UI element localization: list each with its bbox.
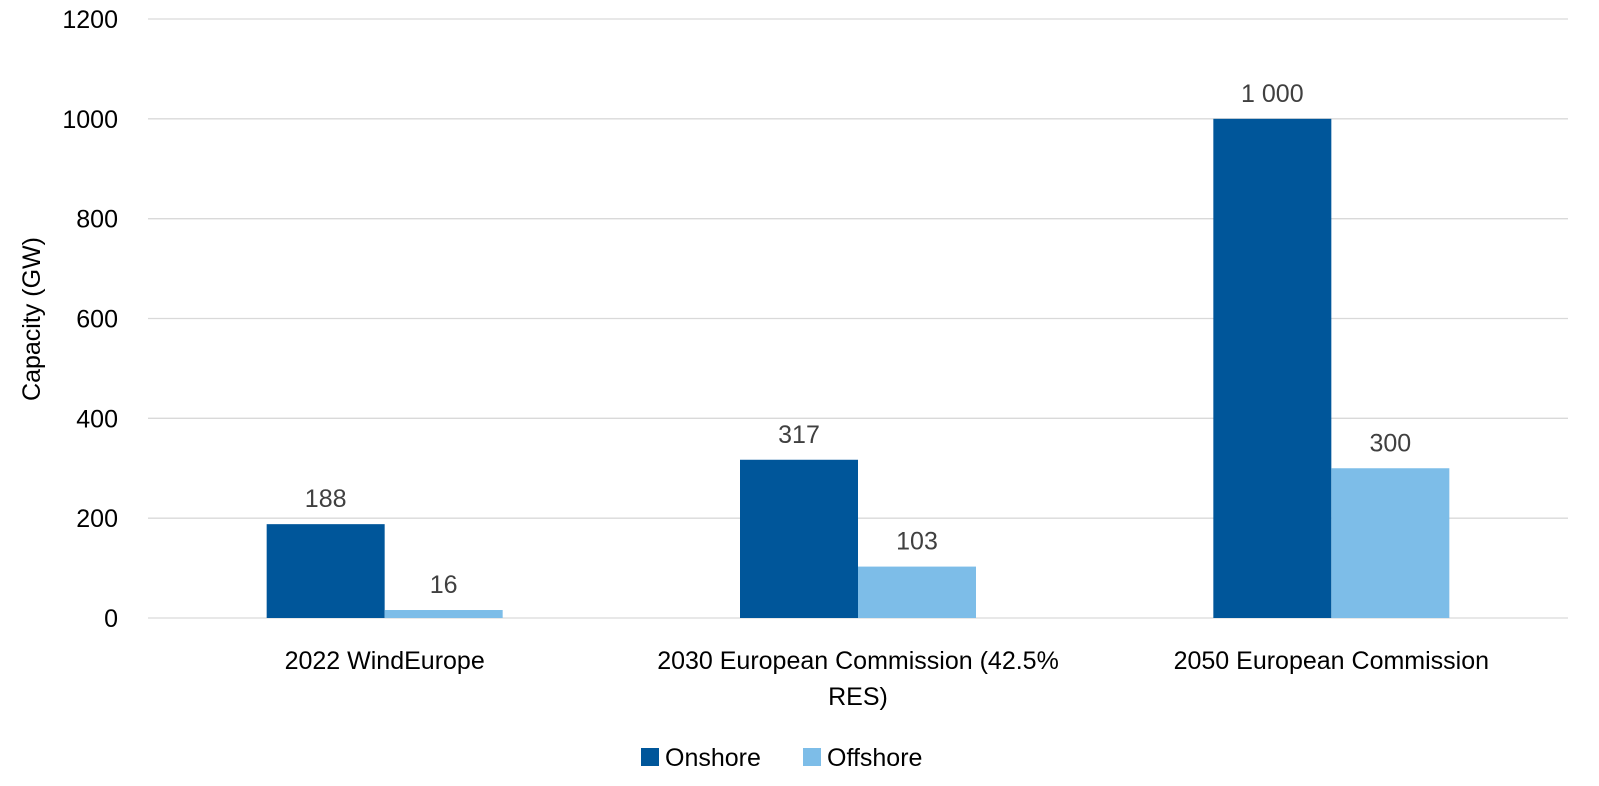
bar-offshore [1331, 468, 1450, 618]
legend-swatch-onshore [641, 748, 659, 766]
bar-onshore [740, 459, 858, 618]
y-tick-label: 0 [104, 605, 118, 633]
category-label: 2022 WindEurope [285, 647, 485, 675]
y-tick-label: 200 [76, 505, 118, 533]
data-label: 317 [778, 421, 820, 449]
bar-offshore [858, 566, 976, 618]
data-label: 1 000 [1241, 80, 1304, 108]
legend-label: Offshore [827, 744, 922, 772]
bar-onshore [1213, 118, 1332, 618]
data-label: 103 [896, 528, 938, 556]
y-tick-label: 400 [76, 405, 118, 433]
y-tick-label: 600 [76, 306, 118, 334]
legend: Onshore Offshore [641, 744, 922, 772]
y-tick-label: 1200 [62, 6, 118, 34]
data-label: 16 [430, 571, 458, 599]
category-label: 2050 European Commission [1174, 647, 1489, 675]
bar-offshore [384, 610, 503, 618]
category-label: RES) [828, 683, 888, 711]
bar-onshore [266, 524, 385, 618]
category-label: 2030 European Commission (42.5% [657, 647, 1059, 675]
legend-label: Onshore [665, 744, 761, 772]
data-label: 188 [305, 485, 347, 513]
data-label: 300 [1369, 429, 1411, 457]
legend-swatch-offshore [803, 748, 821, 766]
data-labels: 188 16 317 103 1 000 300 [305, 80, 1411, 599]
y-axis-title: Capacity (GW) [18, 237, 46, 401]
gridlines [148, 18, 1568, 619]
y-tick-label: 1000 [62, 106, 118, 134]
category-labels: 2022 WindEurope 2030 European Commission … [285, 647, 1489, 711]
y-tick-label: 800 [76, 206, 118, 234]
y-tick-labels: 0 200 400 600 800 1000 1200 [62, 6, 118, 633]
bars [266, 118, 1450, 618]
